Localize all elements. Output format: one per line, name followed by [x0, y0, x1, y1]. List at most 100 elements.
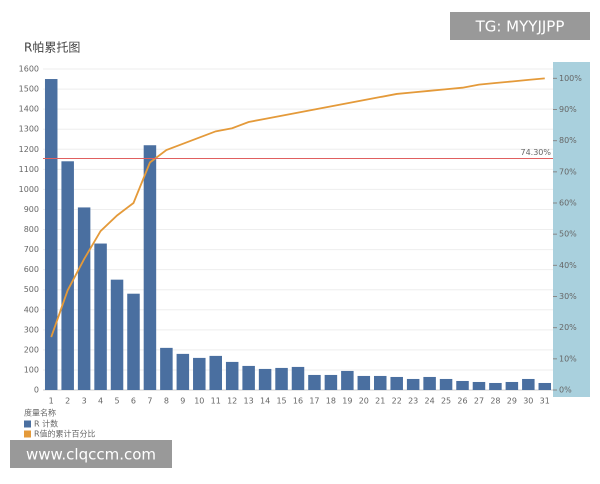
reference-label: 74.30% [520, 148, 551, 157]
x-tick-label: 30 [523, 397, 533, 406]
bar [94, 243, 107, 390]
y-tick-label: 1400 [19, 105, 39, 114]
y2-tick-label: 80% [559, 136, 577, 145]
x-tick-label: 24 [425, 397, 435, 406]
y-tick-label: 400 [24, 305, 39, 314]
x-tick-label: 31 [540, 397, 550, 406]
y-tick-label: 500 [24, 285, 39, 294]
bar [522, 378, 535, 390]
bar [308, 374, 321, 390]
y2-tick-label: 0% [559, 386, 572, 395]
bar [275, 367, 288, 390]
bar [110, 279, 124, 390]
bar [160, 347, 173, 390]
y-tick-label: 1200 [19, 145, 39, 154]
x-tick-label: 14 [260, 397, 270, 406]
x-tick-label: 11 [211, 397, 221, 406]
y-tick-label: 600 [24, 265, 39, 274]
bar [143, 145, 157, 390]
bar [538, 382, 552, 390]
y-tick-label: 100 [24, 365, 39, 374]
watermark-box [450, 12, 590, 40]
y-tick-label: 1500 [19, 85, 39, 94]
y-tick-label: 1300 [19, 125, 39, 134]
y2-tick-label: 50% [559, 230, 577, 239]
x-tick-label: 21 [375, 397, 385, 406]
x-tick-label: 28 [490, 397, 500, 406]
x-tick-label: 2 [65, 397, 70, 406]
watermark-box [10, 440, 172, 468]
x-tick-label: 4 [98, 397, 103, 406]
y-tick-label: 900 [24, 205, 39, 214]
x-tick-label: 16 [293, 397, 303, 406]
y-tick-label: 800 [24, 225, 39, 234]
y-tick-label: 200 [24, 345, 39, 354]
x-tick-label: 9 [180, 397, 185, 406]
y-tick-label: 0 [34, 386, 39, 395]
y-tick-label: 700 [24, 245, 39, 254]
x-tick-label: 13 [244, 397, 254, 406]
y-tick-label: 300 [24, 325, 39, 334]
watermark: www.clqccm.com [26, 446, 156, 464]
x-tick-label: 22 [392, 397, 402, 406]
x-tick-label: 17 [309, 397, 319, 406]
y2-tick-label: 90% [559, 105, 577, 114]
bar [406, 378, 420, 390]
bar [423, 376, 436, 390]
bar [341, 370, 354, 390]
bar [77, 207, 91, 390]
bar [374, 375, 387, 390]
bar [44, 79, 58, 390]
x-tick-label: 27 [474, 397, 484, 406]
bar [242, 365, 255, 390]
y-tick-label: 1100 [19, 165, 39, 174]
chart-title: R帕累托图 [24, 40, 80, 55]
y2-tick-label: 10% [559, 354, 577, 363]
x-tick-label: 18 [326, 397, 336, 406]
y2-tick-label: 70% [559, 167, 577, 176]
x-tick-label: 3 [82, 397, 87, 406]
y2-tick-label: 100% [559, 74, 582, 83]
x-tick-label: 15 [276, 397, 286, 406]
bar [225, 361, 239, 390]
x-tick-label: 10 [194, 397, 204, 406]
y2-axis-band [553, 62, 590, 397]
bar [357, 375, 371, 390]
legend-swatch [24, 420, 31, 428]
x-tick-label: 8 [164, 397, 169, 406]
x-tick-label: 29 [507, 397, 517, 406]
x-tick-label: 12 [227, 397, 237, 406]
x-tick-label: 5 [114, 397, 119, 406]
watermark: TG: MYYJJPP [475, 18, 565, 36]
x-tick-label: 25 [441, 397, 451, 406]
bar [209, 355, 222, 390]
x-tick-label: 23 [408, 397, 418, 406]
bar [456, 380, 469, 390]
bar [176, 353, 190, 390]
x-tick-label: 7 [147, 397, 152, 406]
legend-title: 度量名称 [24, 408, 56, 418]
y2-tick-label: 20% [559, 323, 577, 332]
x-tick-label: 1 [49, 397, 54, 406]
bar [61, 161, 74, 390]
bar [439, 378, 453, 390]
bar [472, 381, 486, 390]
bar [505, 381, 519, 390]
y2-tick-label: 30% [559, 292, 577, 301]
bar [324, 374, 338, 390]
y2-tick-label: 40% [559, 261, 577, 270]
x-tick-label: 20 [359, 397, 369, 406]
bar [390, 376, 403, 390]
legend-label: R值的累计百分比 [34, 429, 96, 439]
bar [489, 382, 502, 390]
legend-label: R 计数 [34, 419, 58, 429]
y-tick-label: 1600 [19, 65, 39, 74]
y-tick-label: 1000 [19, 185, 39, 194]
x-tick-label: 26 [457, 397, 467, 406]
bar [127, 293, 140, 390]
x-tick-label: 19 [342, 397, 352, 406]
bar [291, 366, 305, 390]
